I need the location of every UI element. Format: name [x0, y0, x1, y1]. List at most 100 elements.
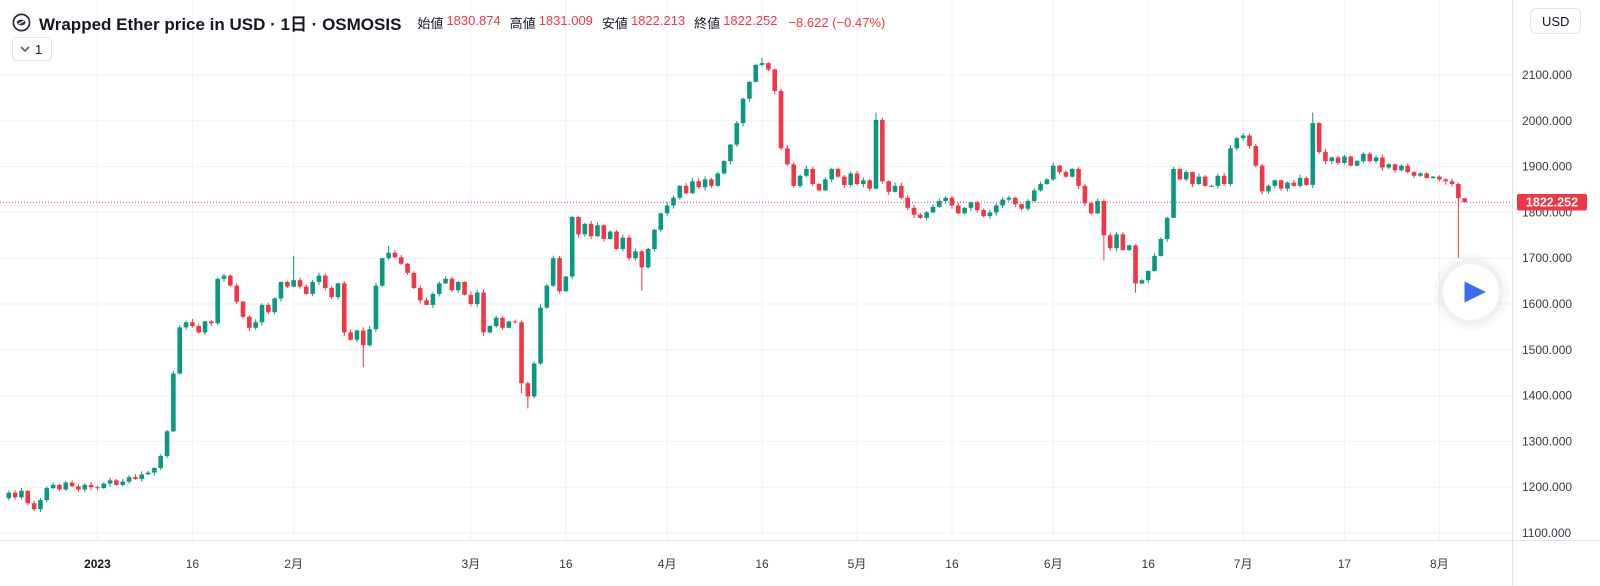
time-tick-label: 16 — [945, 557, 959, 571]
candle-up — [728, 143, 733, 165]
time-axis[interactable]: 2023 16 2月 3月 16 4月 16 5月 16 6月 16 7月 17 8月 — [84, 557, 1449, 571]
price-tick-label: 1100.000 — [1522, 526, 1571, 540]
candle-down — [133, 474, 138, 480]
candle-up — [664, 202, 670, 217]
candle-down — [1443, 177, 1449, 185]
currency-label: USD — [1542, 13, 1570, 29]
symbol-title[interactable]: Wrapped Ether price in USD · 1日 · OSMOSI… — [39, 15, 402, 34]
candle-up — [652, 228, 657, 252]
candle-down — [1392, 163, 1398, 173]
candle-down — [114, 478, 119, 486]
candle-up — [443, 276, 448, 284]
candle-up — [506, 320, 512, 329]
candle-up — [582, 222, 588, 237]
candle-up — [690, 177, 695, 195]
candle-up — [595, 222, 600, 237]
candle-down — [601, 224, 607, 242]
candle-up — [367, 325, 372, 347]
time-tick-label: 5月 — [848, 557, 867, 571]
candle-up — [1145, 270, 1151, 284]
candle-up — [139, 471, 145, 482]
candle-down — [190, 318, 195, 328]
candle-up — [436, 281, 442, 297]
candle-down — [854, 171, 860, 186]
currency-usd-button[interactable]: USD — [1530, 8, 1582, 34]
candle-up — [1329, 156, 1335, 165]
candle-down — [956, 202, 961, 215]
candle-up — [316, 272, 322, 286]
candle-down — [1316, 122, 1322, 154]
candle-up — [430, 292, 436, 308]
candle-down — [1462, 198, 1467, 203]
price-axis[interactable]: 2100.0002000.0001900.0001800.0001700.000… — [1522, 68, 1572, 540]
candle-up — [848, 171, 853, 188]
candle-up — [937, 198, 942, 208]
candle-up — [1373, 155, 1379, 164]
interval-button[interactable]: 1 — [12, 37, 53, 61]
candle-down — [247, 315, 252, 332]
price-tick-label: 1900.000 — [1522, 160, 1572, 174]
legend-low: 安値 1822.213 — [602, 13, 685, 32]
candle-down — [1076, 167, 1081, 190]
candle-down — [417, 285, 423, 304]
candle-up — [962, 207, 967, 215]
candle-down — [1012, 196, 1018, 208]
candle-up — [892, 182, 898, 193]
candle-up — [455, 281, 461, 294]
candle-up — [804, 165, 809, 178]
candle-up — [6, 490, 12, 501]
candle-up — [126, 475, 132, 484]
candle-down — [614, 230, 619, 250]
candle-down — [683, 183, 689, 195]
candle-down — [842, 174, 847, 188]
candle-down — [519, 320, 524, 394]
candle-down — [405, 262, 410, 275]
candle-down — [360, 327, 366, 368]
candle-up — [930, 204, 936, 214]
candle-up — [1209, 184, 1214, 187]
candle-up — [924, 210, 929, 221]
price-tick-label: 1600.000 — [1522, 297, 1572, 311]
candle-down — [424, 297, 429, 306]
candle-up — [310, 279, 315, 297]
candle-up — [702, 176, 708, 191]
chevron-down-icon — [20, 46, 30, 52]
candle-down — [1202, 175, 1208, 187]
candle-down — [810, 167, 816, 186]
candle-down — [949, 196, 955, 209]
candle-down — [867, 178, 872, 192]
candle-up — [829, 168, 834, 183]
time-tick-label: 4月 — [658, 557, 677, 571]
candle-up — [569, 216, 575, 280]
candle-down — [880, 117, 885, 184]
candle-up — [101, 482, 107, 489]
price-tick-label: 2000.000 — [1522, 114, 1572, 128]
candle-down — [234, 283, 239, 305]
candle-up — [861, 177, 866, 188]
candle-up — [202, 320, 208, 336]
high-value: 1831.009 — [538, 13, 593, 28]
candle-down — [481, 289, 486, 336]
candle-up — [474, 289, 480, 307]
candle-down — [1323, 148, 1328, 165]
candle-up — [145, 470, 151, 475]
replay-play-button[interactable] — [1433, 254, 1509, 330]
candle-up — [943, 196, 948, 204]
candle-up — [373, 282, 379, 332]
candle-up — [607, 230, 613, 240]
candle-down — [588, 220, 594, 239]
candle-down — [639, 249, 645, 291]
candle-up — [645, 247, 651, 269]
candle-down — [285, 280, 290, 289]
candle-up — [1114, 232, 1119, 252]
candle-up — [1000, 197, 1005, 209]
candle-down — [1259, 163, 1265, 195]
candle-up — [1139, 279, 1145, 285]
candle-down — [974, 201, 980, 213]
candle-down — [1456, 182, 1461, 258]
candle-up — [1152, 253, 1157, 272]
candle-up — [253, 319, 258, 331]
price-tick-label: 2100.000 — [1522, 68, 1572, 82]
candle-down — [76, 484, 81, 492]
